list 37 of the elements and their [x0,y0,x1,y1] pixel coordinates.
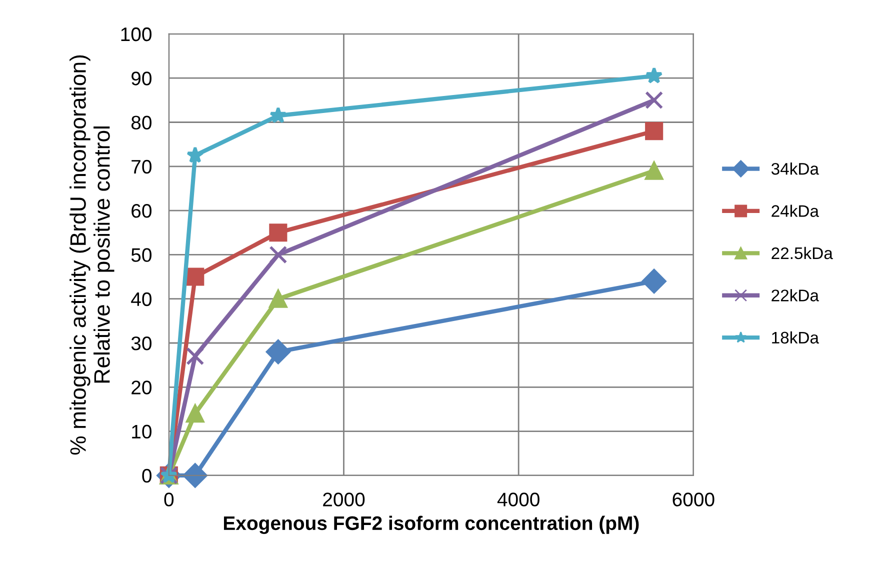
y-tick-label: 10 [132,424,152,439]
legend-label: 22.5kDa [772,246,833,260]
point [645,162,664,180]
x-tick-label: 4000 [497,492,540,506]
y-axis-title: % mitogenic activity (BrdU incorporation) Relative to positive control [70,55,114,455]
y-tick-label: 100 [121,27,152,42]
point [269,290,288,308]
x-axis-title: Exogenous FGF2 isoform concentration (pM) [224,516,639,534]
x-tick-label: 6000 [672,492,714,506]
point [645,91,664,110]
point [269,224,288,242]
point [645,122,664,140]
y-tick-label: 70 [132,160,152,174]
y-tick-label: 80 [131,116,152,130]
point [266,340,290,364]
point [186,347,204,366]
legend-label: 24kDa [772,204,819,217]
legend-label: 22kDa [772,289,819,302]
point [186,146,204,163]
y-tick-label: 30 [131,336,152,350]
y-tick-label: 40 [131,292,152,306]
point [270,106,287,124]
point [642,268,666,294]
x-tick-label: 2000 [323,492,365,506]
y-tick-label: 90 [132,72,152,86]
point [182,463,208,488]
point [269,246,288,264]
y-tick-label: 60 [132,204,152,218]
point [645,66,663,84]
y-tick-label: 50 [131,248,152,262]
y-tick-label: 0 [142,468,152,483]
y-tick-label: 20 [132,380,152,394]
point [186,268,204,286]
point [186,404,204,423]
x-tick-label: 0 [164,492,174,506]
legend-label: 18kDa [772,331,819,344]
legend-label: 34kDa [771,162,819,175]
